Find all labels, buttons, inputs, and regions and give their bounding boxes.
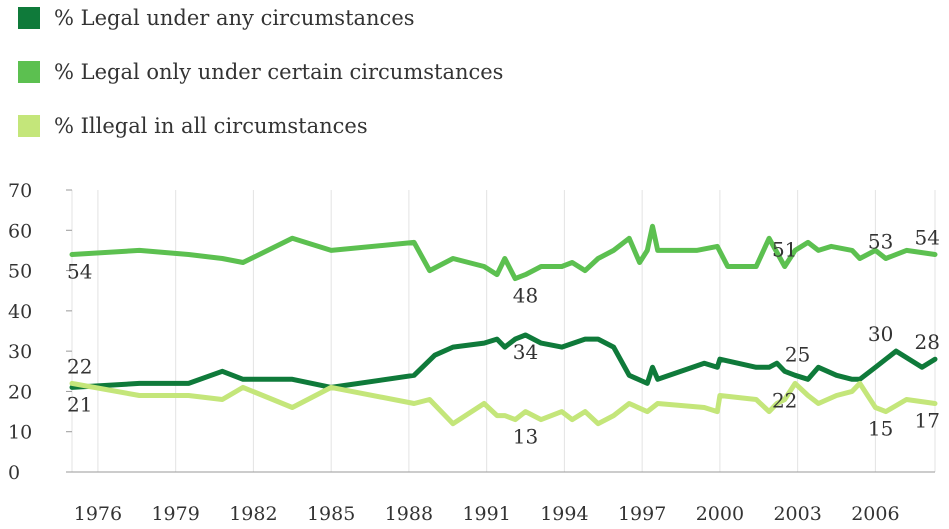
data-label: 34 [513,340,538,364]
data-label: 51 [772,238,797,262]
legend-item-illegal-all: % Illegal in all circumstances [18,114,368,138]
data-label: 54 [67,259,92,283]
x-tick-label: 2003 [773,503,821,525]
y-tick-label: 40 [8,301,32,323]
data-label: 13 [513,425,538,449]
y-tick-label: 0 [8,462,20,484]
x-tick-label: 2000 [696,503,744,525]
data-label: 21 [67,392,92,416]
data-label: 53 [868,229,893,253]
legend-swatch-illegal-all [18,115,40,137]
y-tick-label: 30 [8,341,32,363]
series-line-1 [69,223,938,282]
legend-item-legal-certain: % Legal only under certain circumstances [18,60,503,84]
x-tick-label: 2006 [851,503,899,525]
data-labels: 22 21 54 48 34 13 51 25 22 53 30 15 54 28 17 [67,225,940,448]
legend-label-legal-certain: % Legal only under certain circumstances [54,60,504,84]
x-tick-label: 1997 [618,503,666,525]
x-tick-label: 1976 [74,503,122,525]
series-lines [69,223,938,427]
data-label: 54 [914,225,939,249]
data-label: 15 [868,417,893,441]
data-label: 22 [67,354,92,378]
axes: 0 10 20 30 40 50 60 70 1976 1979 1982 1985 1988 1991 1… [8,180,935,525]
legend-label-legal-any: % Legal under any circumstances [54,6,415,30]
data-label: 17 [914,409,939,433]
data-label: 22 [772,388,797,412]
x-tick-label: 1985 [307,503,355,525]
legend-swatch-legal-certain [18,61,40,83]
y-tick-label: 20 [8,381,32,403]
data-label: 30 [868,322,893,346]
data-label: 28 [914,330,939,354]
legend-label-illegal-all: % Illegal in all circumstances [54,114,368,138]
data-label: 48 [513,284,538,308]
x-tick-label: 1979 [151,503,199,525]
legend-item-legal-any: % Legal under any circumstances [18,6,415,30]
x-tick-label: 1994 [540,503,588,525]
x-tick-label: 1982 [229,503,277,525]
grid-lines [71,190,936,472]
y-tick-label: 50 [8,261,32,283]
x-tick-label: 1991 [462,503,510,525]
series-line-2 [69,380,938,427]
data-label: 25 [785,342,810,366]
x-tick-label: 1988 [385,503,433,525]
y-tick-label: 10 [8,422,32,444]
series-line-0 [69,332,938,390]
y-tick-label: 70 [8,180,32,202]
y-tick-label: 60 [8,220,32,242]
legend-swatch-legal-any [18,7,40,29]
